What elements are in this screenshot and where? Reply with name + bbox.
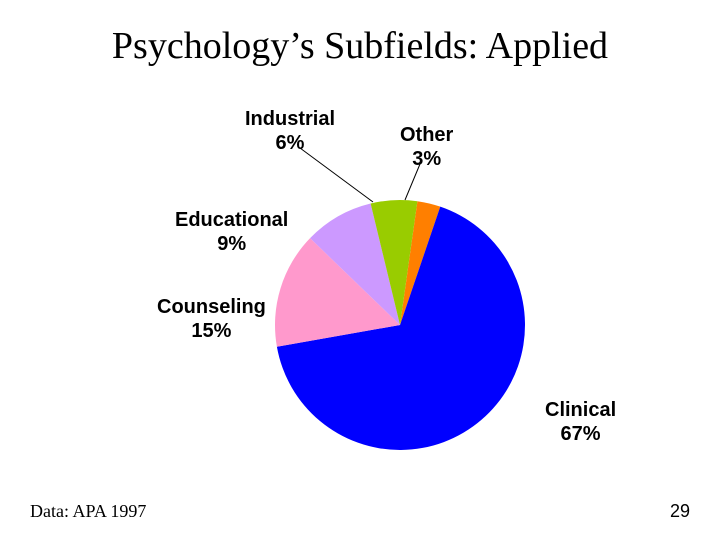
slice-label-percent: 67% [545,422,616,446]
slice-label-industrial: Industrial6% [245,107,335,155]
slice-label-name: Industrial [245,107,335,131]
slice-label-educational: Educational9% [175,208,288,256]
slice-label-percent: 6% [245,131,335,155]
leader-line [300,148,373,202]
pie-svg [100,100,620,480]
slice-label-counseling: Counseling15% [157,295,266,343]
slice-label-name: Educational [175,208,288,232]
pie-chart: Other3% Clinical67% Counseling15% Education… [100,100,620,480]
page-number: 29 [670,501,690,522]
slide-title: Psychology’s Subfields: Applied [0,24,720,68]
slice-label-percent: 9% [175,232,288,256]
slice-label-clinical: Clinical67% [545,398,616,446]
slice-label-name: Other [400,123,453,147]
slide: Psychology’s Subfields: Applied Other3% C… [0,0,720,540]
slice-label-percent: 3% [400,147,453,171]
data-source: Data: APA 1997 [30,501,146,522]
slice-label-name: Counseling [157,295,266,319]
slice-label-name: Clinical [545,398,616,422]
slice-label-percent: 15% [157,319,266,343]
slice-label-other: Other3% [400,123,453,171]
